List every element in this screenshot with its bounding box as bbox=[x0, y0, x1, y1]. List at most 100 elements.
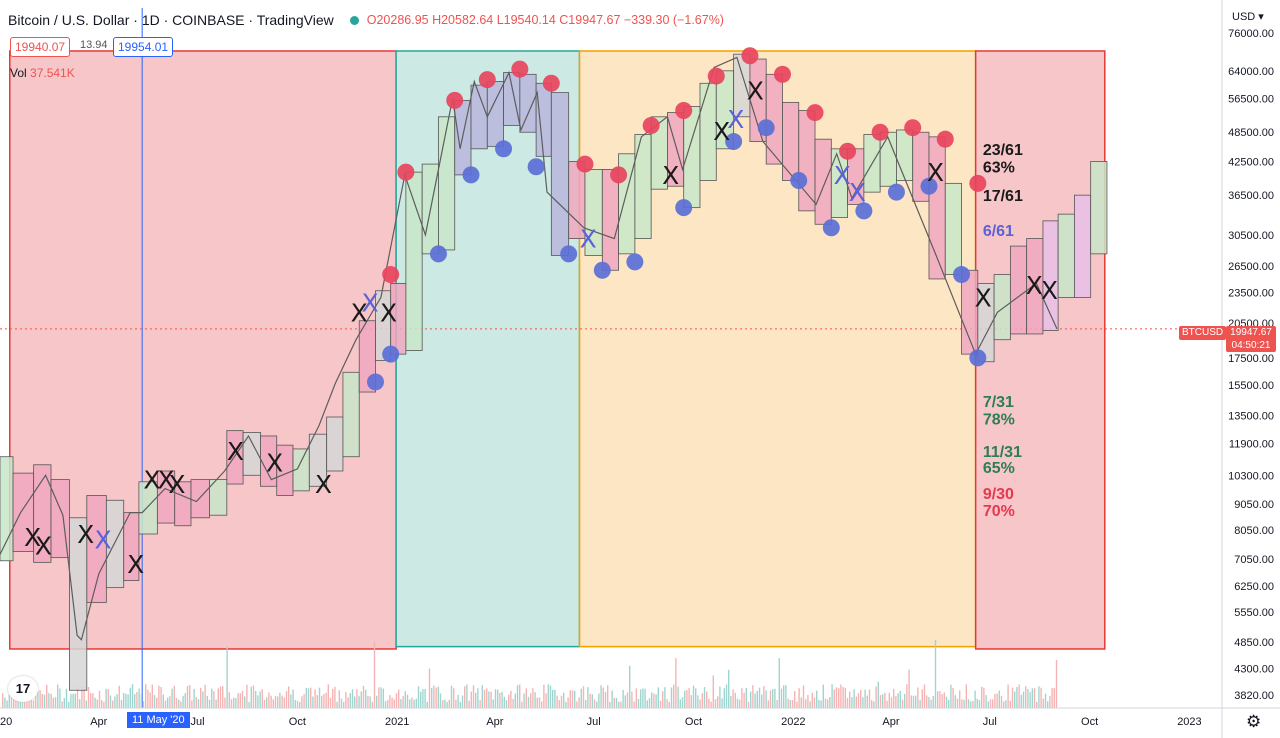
volume-bar bbox=[477, 688, 479, 708]
volume-bar bbox=[992, 699, 994, 708]
volume-bar bbox=[974, 690, 976, 708]
volume-bar bbox=[1018, 684, 1020, 708]
volume-bar bbox=[274, 696, 277, 708]
volume-bar bbox=[321, 695, 323, 708]
volume-bar bbox=[1038, 686, 1040, 708]
volume-bar bbox=[967, 699, 970, 708]
y-tick-label: 64000.00 bbox=[1228, 66, 1274, 78]
volume-bar bbox=[149, 692, 151, 708]
volume-bar bbox=[184, 693, 186, 708]
volume-bar bbox=[186, 686, 189, 708]
volume-bar bbox=[230, 699, 233, 708]
volume-bar bbox=[855, 696, 857, 708]
volume-bar bbox=[829, 696, 831, 708]
volume-bar bbox=[582, 686, 585, 708]
volume-bar bbox=[393, 699, 395, 708]
range-box bbox=[209, 479, 228, 516]
volume-bar bbox=[525, 688, 527, 708]
volume-bar bbox=[279, 692, 281, 708]
volume-bar bbox=[567, 697, 569, 708]
volume-bar bbox=[241, 690, 244, 708]
volume-bar bbox=[532, 688, 534, 708]
volume-bar bbox=[763, 686, 765, 708]
volume-bar bbox=[824, 698, 827, 708]
y-tick-label: 23500.00 bbox=[1228, 288, 1274, 300]
x-mark: X bbox=[143, 466, 160, 495]
volume-bar bbox=[43, 694, 46, 708]
symbol-title[interactable]: Bitcoin / U.S. Dollar · 1D · COINBASE · … bbox=[8, 12, 334, 28]
volume-bar bbox=[919, 699, 921, 708]
y-tick-label: 56500.00 bbox=[1228, 93, 1274, 105]
y-tick-label: 30500.00 bbox=[1228, 230, 1274, 242]
x-tick-label: Oct bbox=[289, 716, 306, 728]
volume-bar bbox=[807, 695, 809, 708]
volume-bar bbox=[219, 686, 222, 708]
volume-bar bbox=[622, 689, 624, 708]
x-mark: X bbox=[227, 437, 244, 466]
volume-bar bbox=[820, 700, 822, 708]
volume-bar bbox=[1003, 701, 1005, 708]
tradingview-logo[interactable]: 17 bbox=[8, 676, 38, 702]
volume-bar bbox=[413, 699, 415, 708]
volume-bar bbox=[1007, 684, 1009, 708]
ask-price-box[interactable]: 19954.01 bbox=[113, 37, 174, 57]
volume-bar bbox=[35, 686, 37, 708]
volume-bar bbox=[250, 686, 252, 708]
blue-pivot-dot bbox=[626, 253, 644, 271]
volume-bar bbox=[686, 690, 688, 708]
x-tick-label: Apr bbox=[486, 716, 503, 728]
volume-bar bbox=[569, 690, 571, 708]
volume-bar bbox=[534, 692, 536, 708]
volume-bar bbox=[492, 699, 494, 708]
volume-bar bbox=[338, 690, 340, 708]
blue-pivot-dot bbox=[855, 202, 873, 220]
volume-bar bbox=[2, 693, 4, 708]
range-box bbox=[1090, 161, 1108, 255]
volume-bar bbox=[134, 694, 136, 708]
volume-bar bbox=[470, 691, 472, 708]
x-mark: X bbox=[24, 523, 41, 552]
volume-bar bbox=[39, 690, 41, 708]
volume-bar bbox=[360, 691, 362, 708]
volume-bar bbox=[294, 700, 296, 708]
range-box bbox=[342, 371, 360, 458]
volume-bar bbox=[65, 688, 68, 708]
volume-bar bbox=[402, 696, 404, 708]
blue-pivot-dot bbox=[953, 266, 971, 284]
bid-price-box[interactable]: 19940.07 bbox=[10, 37, 71, 57]
volume-bar bbox=[512, 698, 514, 708]
range-box bbox=[1074, 194, 1092, 298]
x-tick-label: Apr bbox=[90, 716, 107, 728]
volume-bar bbox=[607, 685, 609, 708]
volume-bar bbox=[516, 685, 519, 708]
volume-bar bbox=[857, 693, 860, 708]
volume-bar bbox=[235, 698, 237, 708]
volume-bar bbox=[81, 690, 83, 708]
volume-bar bbox=[796, 701, 798, 708]
volume-bar bbox=[552, 689, 554, 708]
volume-bar bbox=[981, 686, 983, 708]
volume-bar bbox=[965, 684, 967, 708]
volume-bar bbox=[767, 700, 769, 708]
volume-bar bbox=[147, 689, 149, 708]
red-pivot-dot bbox=[576, 155, 594, 173]
range-box bbox=[798, 110, 816, 212]
y-tick-label: 17500.00 bbox=[1228, 353, 1274, 365]
volume-bar bbox=[941, 694, 943, 708]
volume-bar bbox=[778, 658, 780, 708]
volume-bar bbox=[13, 697, 15, 708]
volume-bar bbox=[734, 692, 736, 708]
volume-bar bbox=[296, 700, 299, 708]
volume-bar bbox=[739, 699, 741, 708]
volume-bar bbox=[237, 693, 239, 708]
volume-bar bbox=[703, 687, 706, 708]
volume-bar bbox=[307, 688, 310, 708]
y-tick-label: 7050.00 bbox=[1234, 554, 1274, 566]
gear-icon[interactable]: ⚙ bbox=[1246, 712, 1262, 731]
currency-selector[interactable]: USD ▾ bbox=[1232, 10, 1264, 23]
volume-bar bbox=[406, 694, 409, 708]
volume-bar bbox=[435, 687, 437, 708]
volume-bar bbox=[613, 697, 615, 708]
volume-bar bbox=[450, 685, 453, 708]
